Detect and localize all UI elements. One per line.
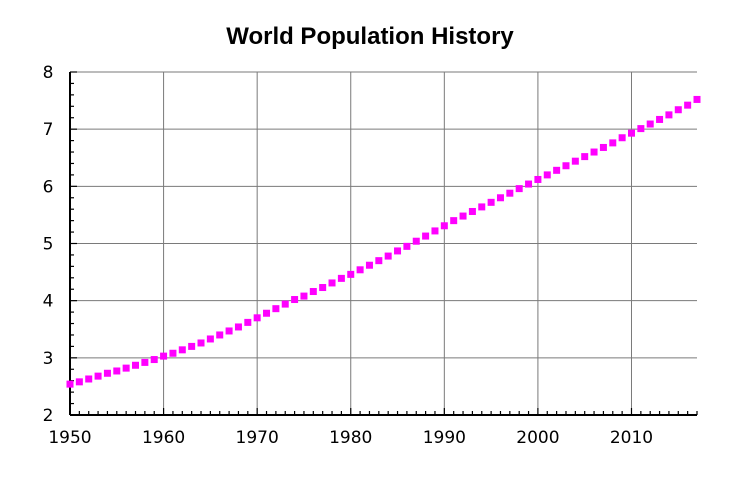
data-point (684, 101, 692, 109)
data-point (300, 292, 308, 300)
data-point (328, 279, 336, 287)
data-point (375, 257, 383, 265)
data-point (291, 296, 299, 304)
data-point (440, 222, 448, 230)
data-point (506, 189, 514, 197)
data-point (618, 134, 626, 142)
tick-labels: 2 3 4 5 6 7 8 1950 1960 1970 1980 1990 2000 2010 (43, 63, 654, 448)
data-point (534, 175, 542, 183)
grid-lines (69, 71, 697, 416)
data-point (394, 247, 402, 255)
data-point (178, 346, 186, 354)
x-tick-label: 1990 (423, 428, 466, 448)
data-point (627, 129, 635, 137)
data-point (412, 237, 420, 245)
y-tick-label: 5 (43, 235, 54, 255)
data-point (609, 139, 617, 147)
data-point (646, 120, 654, 128)
data-point (693, 95, 701, 103)
data-point (543, 171, 551, 179)
x-tick-label: 1970 (236, 428, 279, 448)
data-point (459, 212, 467, 220)
data-point (197, 339, 205, 347)
data-point (422, 232, 430, 240)
y-tick-label: 2 (43, 406, 54, 426)
data-point (365, 261, 373, 269)
data-point (113, 367, 121, 375)
data-point (337, 274, 345, 282)
data-point (206, 335, 214, 343)
data-point (525, 180, 533, 188)
data-point (478, 203, 486, 211)
data-point (665, 111, 673, 119)
data-point (581, 153, 589, 161)
data-point (571, 157, 579, 165)
data-point (234, 323, 242, 331)
data-point (590, 148, 598, 156)
y-tick-label: 3 (43, 349, 54, 369)
data-point (160, 352, 168, 360)
data-point (347, 270, 355, 278)
data-point (496, 194, 504, 202)
data-point (656, 115, 664, 123)
y-tick-label: 7 (43, 120, 54, 140)
data-point (94, 372, 102, 380)
x-tick-label: 1950 (48, 428, 91, 448)
data-point (216, 331, 224, 339)
x-tick-label: 1960 (142, 428, 185, 448)
data-point (272, 305, 280, 313)
data-point (281, 300, 289, 308)
data-point (487, 198, 495, 206)
x-tick-label: 2010 (610, 428, 653, 448)
data-point (141, 358, 149, 366)
data-point (515, 185, 523, 193)
data-point (674, 106, 682, 114)
data-point (66, 380, 74, 388)
data-point (319, 284, 327, 292)
series-markers (66, 95, 701, 388)
data-point (225, 327, 233, 335)
data-point (562, 162, 570, 170)
x-tick-label: 2000 (516, 428, 559, 448)
chart-title: World Population History (226, 23, 514, 50)
data-point (103, 369, 111, 377)
x-tick-label: 1980 (329, 428, 372, 448)
data-point (122, 364, 130, 372)
data-point (309, 288, 317, 296)
data-point (356, 266, 364, 274)
data-point (253, 314, 261, 322)
data-point (188, 342, 196, 350)
data-point (244, 318, 252, 326)
data-point (169, 349, 177, 357)
data-point (263, 309, 271, 317)
data-point (132, 361, 140, 369)
data-point (150, 356, 158, 364)
y-tick-label: 4 (43, 292, 54, 312)
y-tick-label: 6 (43, 177, 54, 197)
data-point (450, 217, 458, 225)
data-point (599, 143, 607, 151)
data-point (75, 378, 83, 386)
data-point (384, 252, 392, 260)
data-point (431, 227, 439, 235)
data-point (468, 207, 476, 215)
data-point (637, 125, 645, 133)
axes (69, 71, 698, 416)
data-point (403, 242, 411, 250)
data-point (553, 166, 561, 174)
y-tick-label: 8 (43, 63, 54, 83)
data-point (85, 375, 93, 383)
